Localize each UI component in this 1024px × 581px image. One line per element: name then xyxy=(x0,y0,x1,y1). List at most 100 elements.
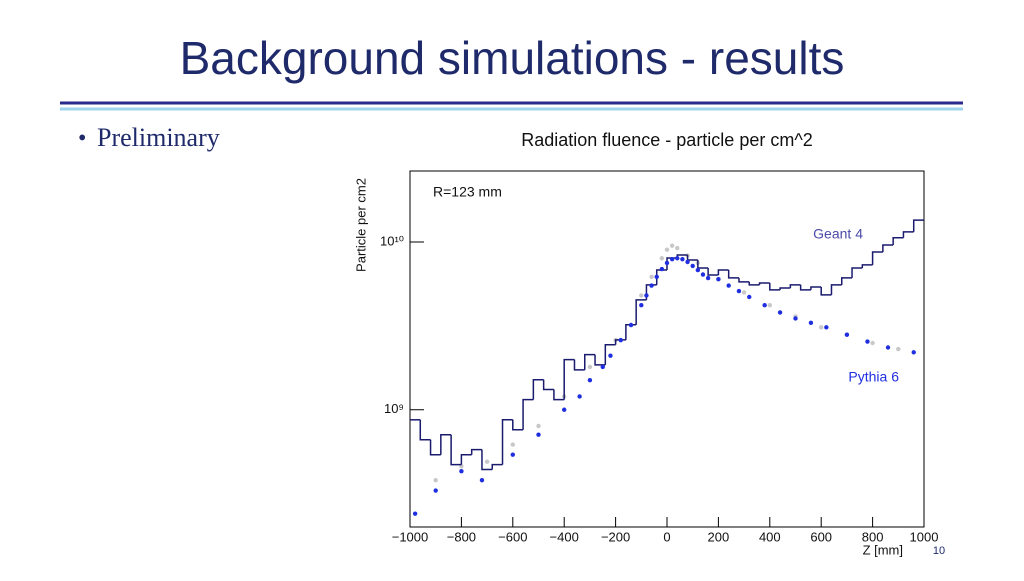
histogram-bin xyxy=(553,389,565,401)
annotation: R=123 mm xyxy=(433,184,502,200)
histogram-bin xyxy=(594,354,606,366)
data-point xyxy=(865,339,870,344)
x-tick-label: 200 xyxy=(708,529,730,544)
data-point xyxy=(600,364,605,370)
bullet-dot: • xyxy=(78,126,86,152)
data-point xyxy=(870,340,875,346)
data-point xyxy=(690,263,695,269)
histogram-bin xyxy=(450,434,462,466)
x-tick-label: −200 xyxy=(601,529,630,544)
data-point xyxy=(639,293,644,298)
data-point xyxy=(669,256,675,262)
data-point xyxy=(808,320,814,325)
histogram-bin xyxy=(810,286,822,290)
data-point xyxy=(587,378,593,383)
histogram-bin xyxy=(799,284,811,291)
histogram-bin xyxy=(604,344,616,365)
plot-frame xyxy=(409,170,925,528)
data-point xyxy=(777,310,783,315)
histogram-bin xyxy=(892,237,904,246)
x-axis-label: Z [mm] xyxy=(863,542,903,557)
histogram-bin xyxy=(501,419,513,465)
data-point xyxy=(644,293,649,298)
y-tick-label: 10¹⁰ xyxy=(380,233,404,248)
histogram-bin xyxy=(542,379,554,391)
data-point xyxy=(685,259,690,265)
histogram-bin xyxy=(440,433,452,455)
data-point xyxy=(726,283,731,288)
data-point xyxy=(675,245,680,251)
histogram-bin xyxy=(512,419,524,431)
histogram-bin xyxy=(470,448,482,455)
data-point xyxy=(510,442,515,447)
data-point xyxy=(819,325,824,330)
data-point xyxy=(896,346,901,352)
y-tick-label: 10⁹ xyxy=(384,401,404,416)
slide-title: Background simulations - results xyxy=(180,32,845,84)
histogram-bin xyxy=(522,398,534,430)
x-tick-label: −800 xyxy=(447,529,476,544)
x-tick-label: −1000 xyxy=(392,529,429,544)
histogram-bin xyxy=(717,269,729,275)
data-point xyxy=(536,432,541,437)
data-point xyxy=(700,272,706,277)
x-tick-label: 1000 xyxy=(910,529,939,544)
data-point xyxy=(459,469,464,474)
x-tick-label: 0 xyxy=(663,529,670,544)
histogram-bin xyxy=(871,251,883,265)
x-tick-label: 800 xyxy=(862,529,884,544)
data-point xyxy=(608,353,613,358)
data-point xyxy=(741,290,747,295)
histogram-bin xyxy=(419,419,431,441)
histogram-bin xyxy=(429,439,441,456)
data-point xyxy=(659,266,665,272)
data-point xyxy=(639,302,644,308)
data-point xyxy=(844,332,850,337)
data-point xyxy=(767,302,772,308)
data-point xyxy=(649,283,654,288)
histogram-bin xyxy=(727,269,739,279)
data-point xyxy=(716,277,721,282)
data-point xyxy=(412,511,418,516)
histogram-bin xyxy=(532,378,544,400)
data-point xyxy=(911,350,916,355)
data-point xyxy=(659,256,665,261)
data-point xyxy=(762,302,767,308)
data-point xyxy=(433,478,438,483)
x-tick-label: 600 xyxy=(810,529,832,544)
histogram-bin xyxy=(758,282,770,285)
histogram-bin xyxy=(861,264,873,268)
data-point xyxy=(654,274,659,280)
histogram-bin xyxy=(573,359,585,371)
data-point xyxy=(664,260,670,266)
y-axis-label: Particle per cm2 xyxy=(353,178,368,272)
data-point xyxy=(736,288,742,294)
histogram-bin xyxy=(460,454,472,465)
data-point xyxy=(618,337,623,343)
histogram-bin xyxy=(841,277,853,285)
histogram-bin xyxy=(748,281,760,286)
data-point xyxy=(675,256,680,261)
data-point xyxy=(649,274,654,280)
series-label: Geant 4 xyxy=(813,226,863,242)
data-point xyxy=(433,488,438,493)
data-point xyxy=(824,325,829,330)
bullet: Preliminary xyxy=(97,123,220,152)
data-point xyxy=(793,316,798,321)
histogram-bin xyxy=(820,287,832,296)
histogram-bin xyxy=(738,277,750,283)
data-point xyxy=(669,243,675,248)
data-point xyxy=(664,247,670,252)
chart-title: Radiation fluence - particle per cm^2 xyxy=(521,130,813,150)
histogram-bin xyxy=(882,244,894,253)
histogram-bin xyxy=(912,219,924,232)
histogram-bin xyxy=(584,353,596,370)
x-tick-label: 400 xyxy=(759,529,781,544)
data-point xyxy=(479,478,485,483)
histogram-bin xyxy=(902,231,914,238)
data-point xyxy=(562,407,567,412)
data-point xyxy=(680,256,685,262)
histogram-bin xyxy=(779,287,791,290)
histogram-bin xyxy=(635,299,647,325)
